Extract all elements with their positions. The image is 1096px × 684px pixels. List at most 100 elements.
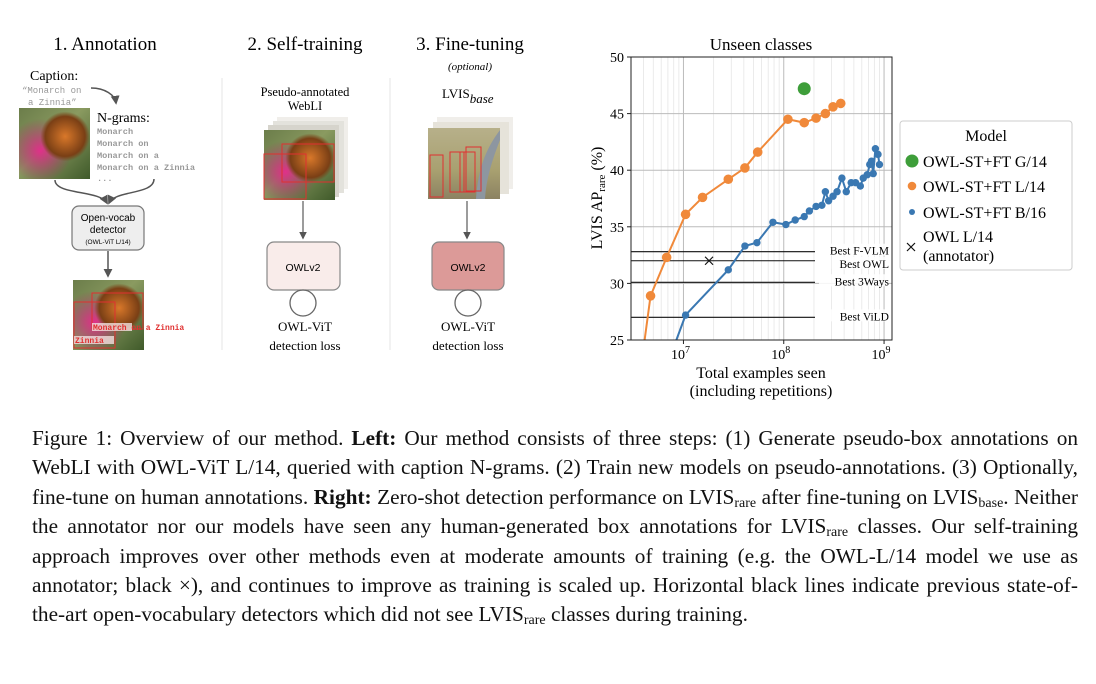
dataset-label: WebLI	[288, 99, 322, 113]
arrow	[54, 179, 108, 205]
ngram: Monarch on a Zinnia	[97, 163, 195, 173]
data-point	[697, 192, 708, 203]
legend-label: OWL-ST+FT L/14	[923, 179, 1045, 196]
legend-marker-orange	[907, 181, 917, 191]
x-axis-label: Total examples seen	[696, 365, 826, 382]
data-point	[821, 188, 830, 196]
detector-box	[71, 205, 145, 251]
plot-frame	[630, 56, 893, 341]
data-point	[871, 144, 880, 153]
series	[643, 82, 884, 341]
reference-label-bg	[831, 256, 889, 269]
model-label: OWLv2	[285, 262, 320, 274]
caption-text: after fine-tuning on LVIS	[756, 484, 979, 509]
data-point	[791, 216, 799, 224]
box-label: Zinnia	[75, 337, 104, 346]
caption-subscript: rare	[734, 495, 757, 511]
data-point	[797, 82, 811, 96]
data-point	[856, 182, 865, 190]
data-point	[680, 209, 691, 220]
dataset-label: LVISbase	[442, 86, 494, 106]
panel-subtitle: (optional)	[448, 61, 492, 73]
loss-label: detection loss	[432, 338, 503, 353]
y-tick-label: 35	[610, 221, 624, 236]
caption-label: Caption:	[30, 69, 78, 84]
figure-caption: Figure 1: Overview of our method. Left: …	[32, 424, 1078, 630]
caption-text: classes during training.	[545, 602, 748, 627]
loop-icon	[289, 289, 317, 317]
loop-icon	[454, 289, 482, 317]
data-point	[783, 114, 793, 125]
y-tick-label: 40	[610, 164, 624, 179]
data-point	[661, 252, 672, 263]
data-point	[799, 117, 810, 128]
butterfly-photo	[19, 108, 90, 179]
reference-label: Best 3Ways	[835, 276, 890, 288]
legend-label: OWL-ST+FT G/14	[923, 154, 1047, 171]
data-point	[752, 147, 763, 157]
fine-tuning-panel: 3. Fine-tuning (optional) LVISbase OWLv2…	[416, 34, 524, 353]
legend-box	[899, 120, 1073, 271]
legend-marker-x	[906, 242, 916, 252]
data-point	[875, 160, 884, 169]
reference-label-bg	[819, 243, 889, 256]
caption-subscript: rare	[826, 525, 849, 541]
data-point	[723, 174, 734, 185]
annotated-photo: Monarch on a Zinnia Zinnia	[73, 280, 184, 350]
caption-text: Figure 1: Overview of our method.	[32, 426, 352, 450]
legend-marker-green	[905, 154, 919, 168]
caption-text: a Zinnia”	[28, 98, 77, 108]
annotation-panel: 1. Annotation Caption: “Monarch on a Zin…	[19, 34, 195, 350]
caption-subscript: rare	[523, 613, 546, 629]
y-tick-label: 45	[610, 108, 624, 123]
figure: 1. Annotation Caption: “Monarch on a Zin…	[19, 34, 1073, 400]
y-axis-label: LVIS APrare (%)	[589, 147, 608, 250]
legend-title: Model	[965, 128, 1007, 145]
reference-label-bg	[825, 309, 889, 322]
caption-bold: Right:	[313, 484, 372, 509]
grid	[630, 56, 892, 341]
legend-label: (annotator)	[923, 248, 994, 265]
caption-text: . Neither the annotator nor our models h…	[32, 484, 1078, 539]
data-point	[645, 291, 656, 301]
x-tick-label: 109	[872, 345, 891, 363]
ngram: ...	[97, 174, 112, 184]
dataset-label: Pseudo-annotated	[261, 85, 351, 99]
data-point	[824, 197, 833, 205]
x-axis-label: (including repetitions)	[690, 383, 833, 400]
panel-title: 1. Annotation	[53, 34, 157, 55]
data-point	[833, 188, 841, 196]
caption-subscript: base	[978, 495, 1004, 511]
reference-label: Best ViLD	[840, 311, 889, 323]
loss-label: OWL-ViT	[278, 319, 332, 334]
reference-label: Best OWL	[839, 259, 889, 271]
data-point	[782, 220, 790, 229]
caption-text: classes. Our self-training approach impr…	[32, 514, 1078, 627]
caption-text: Our method consists of three steps: (1) …	[32, 426, 1078, 509]
image-stack	[263, 117, 348, 200]
ticks: 25 30 35 40 45 50 107 108 109	[610, 51, 891, 363]
caption-bold: Left:	[351, 426, 397, 450]
data-point	[818, 201, 826, 209]
panel-title: 3. Fine-tuning	[416, 34, 524, 55]
arrow	[90, 87, 120, 105]
data-point	[724, 266, 732, 274]
data-point	[812, 202, 820, 211]
data-point	[805, 207, 814, 215]
chart-title: Unseen classes	[710, 35, 812, 54]
ngrams-label: N-grams:	[97, 111, 150, 126]
data-point	[800, 212, 808, 221]
data-point	[769, 218, 777, 226]
data-point	[838, 174, 846, 182]
panel-title: 2. Self-training	[247, 34, 363, 55]
data-point	[811, 113, 821, 123]
loss-label: OWL-ViT	[441, 319, 495, 334]
data-point	[820, 108, 831, 119]
x-tick-label: 108	[771, 345, 790, 363]
data-point	[753, 238, 761, 247]
legend-label: OWL-ST+FT B/16	[923, 205, 1046, 222]
data-point	[681, 311, 690, 319]
data-point	[741, 242, 749, 250]
x-tick-label: 107	[671, 345, 690, 363]
